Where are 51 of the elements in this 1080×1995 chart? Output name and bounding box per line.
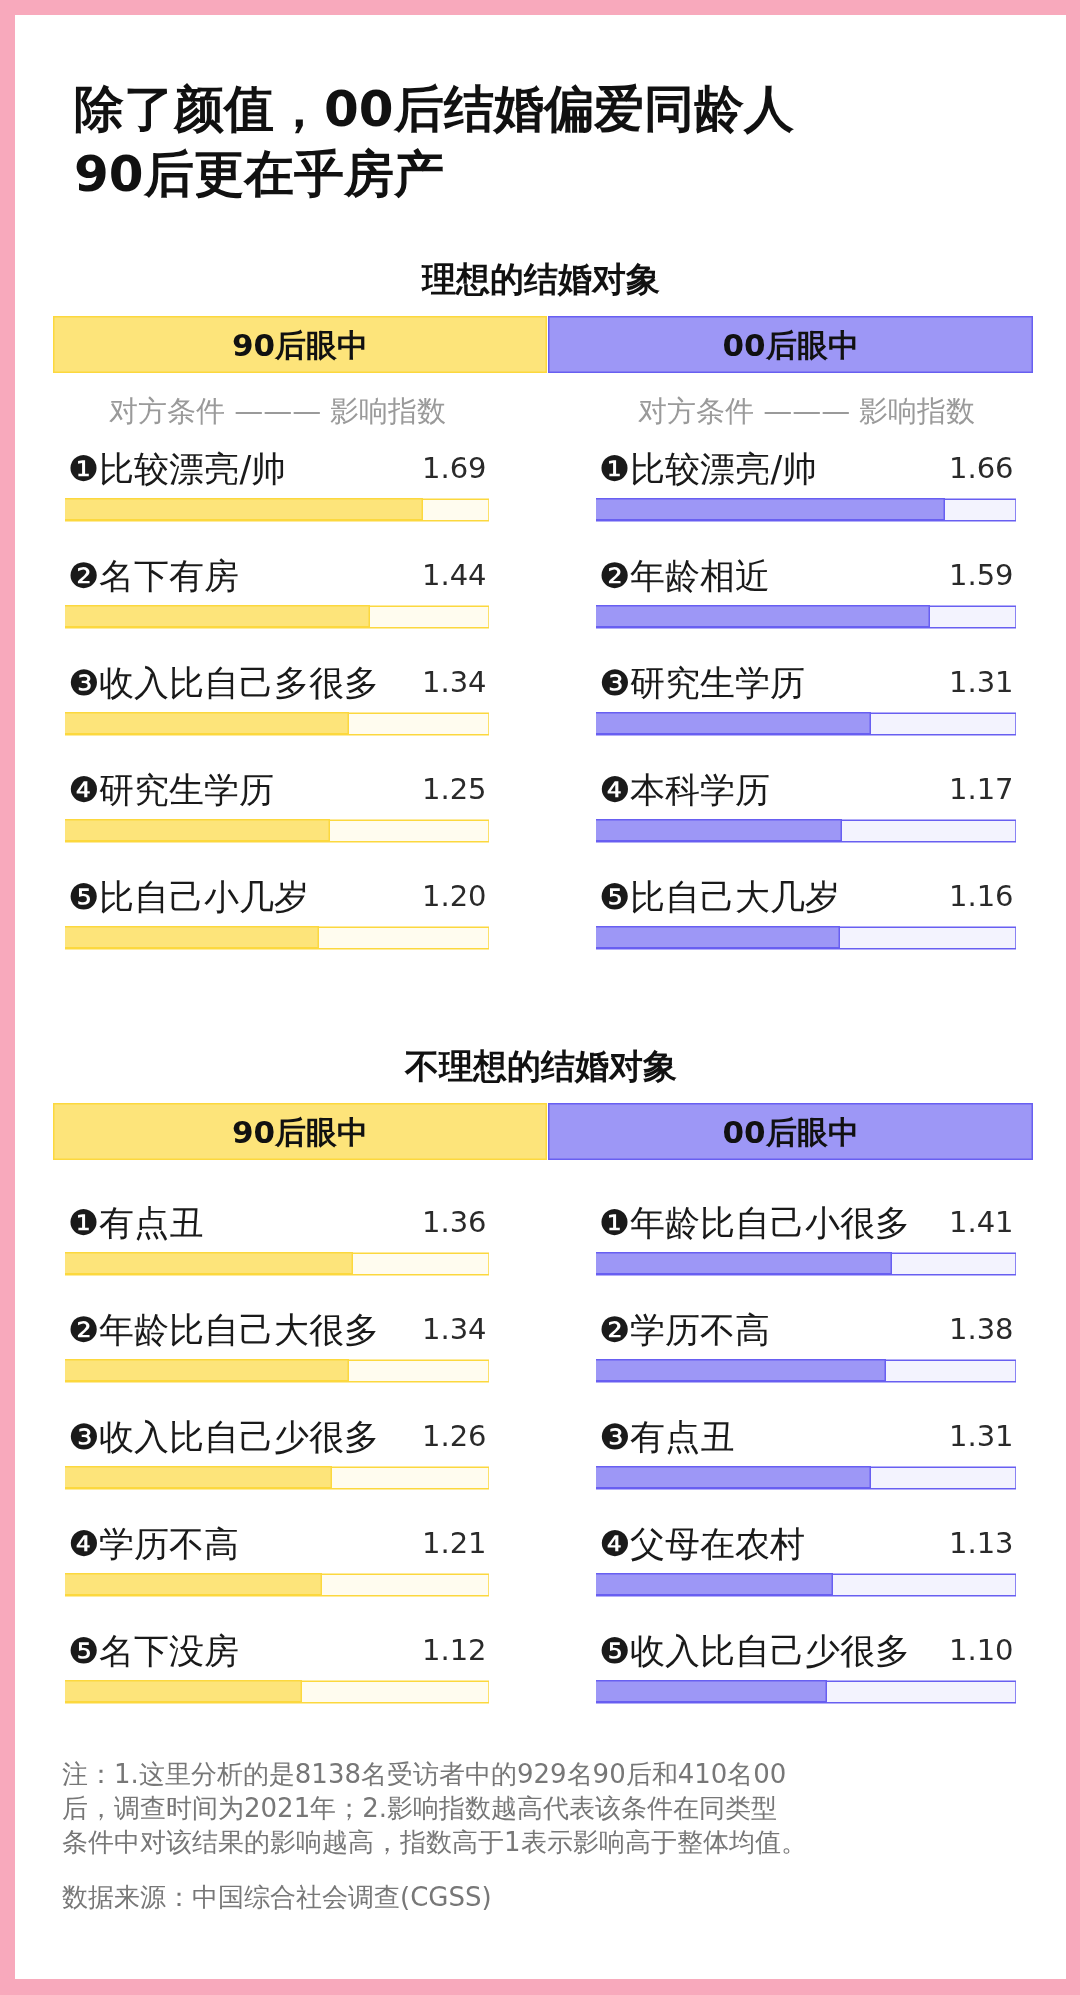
y-tick-label: ❺名下没房 <box>68 1630 240 1671</box>
y-tick-label: ❺比自己大几岁 <box>599 876 841 917</box>
data-label: 1.41 <box>949 1205 1014 1239</box>
chart-subtitle: 00后眼中 <box>722 1113 859 1150</box>
data-label: 1.10 <box>949 1633 1014 1667</box>
data-label: 1.25 <box>422 772 487 806</box>
y-tick-label: ❺比自己小几岁 <box>68 876 310 917</box>
chart-title: 理想的结婚对象 <box>421 259 660 299</box>
data-label: 1.17 <box>949 772 1014 806</box>
data-label: 1.59 <box>949 558 1014 592</box>
source-note: 数据来源：中国综合社会调查(CGSS) <box>62 1882 492 1912</box>
data-label: 1.69 <box>422 451 487 485</box>
text: 除了颜值，00后结婚偏爱同龄人 90后更在乎房产 <box>74 80 794 203</box>
y-tick-label: ❶比较漂亮/帅 <box>68 448 287 489</box>
text: 注：1.这里分析的是8138名受访者中的929名90后和410名00后，调查时间为2021年；2.影响指数越高代表该条件在同类型条件中对该结果的影响越高，指数高于1表示影响高于整体均值。 <box>62 1759 807 1857</box>
data-label: 1.26 <box>422 1419 487 1453</box>
data-label: 1.34 <box>422 1312 487 1346</box>
y-tick-label: ❷年龄比自己大很多 <box>68 1309 380 1350</box>
y-tick-label: ❶比较漂亮/帅 <box>599 448 818 489</box>
y-tick-label: ❹学历不高 <box>68 1523 240 1564</box>
data-label: 1.38 <box>949 1312 1014 1346</box>
y-tick-label: ❸收入比自己多很多 <box>68 662 380 703</box>
chart-subtitle: 00后眼中 <box>722 326 859 363</box>
y-tick-label: ❸研究生学历 <box>599 662 806 703</box>
annotation: 对方条件 ——— 影响指数 <box>109 394 447 428</box>
y-tick-label: ❹本科学历 <box>599 769 771 810</box>
data-label: 1.34 <box>422 665 487 699</box>
y-tick-label: ❹父母在农村 <box>599 1523 806 1564</box>
y-tick-label: ❶年龄比自己小很多 <box>599 1202 911 1243</box>
chart-subtitle: 90后眼中 <box>231 326 369 363</box>
y-tick-label: ❷名下有房 <box>68 555 240 596</box>
data-label: 1.12 <box>422 1633 487 1667</box>
data-label: 1.21 <box>422 1526 487 1560</box>
data-label: 1.31 <box>949 665 1014 699</box>
y-tick-label: ❷年龄相近 <box>599 555 771 596</box>
chart-title: 不理想的结婚对象 <box>404 1046 677 1086</box>
y-tick-label: ❹研究生学历 <box>68 769 275 810</box>
y-tick-label: ❸收入比自己少很多 <box>68 1416 380 1457</box>
data-label: 1.44 <box>422 558 487 592</box>
data-label: 1.31 <box>949 1419 1014 1453</box>
data-label: 1.13 <box>949 1526 1014 1560</box>
chart-subtitle: 90后眼中 <box>231 1113 369 1150</box>
data-label: 1.66 <box>949 451 1014 485</box>
data-label: 1.36 <box>422 1205 487 1239</box>
annotation: 对方条件 ——— 影响指数 <box>638 394 976 428</box>
y-tick-label: ❷学历不高 <box>599 1309 771 1350</box>
y-tick-label: ❶有点丑 <box>68 1202 205 1243</box>
data-label: 1.20 <box>422 879 487 913</box>
y-tick-label: ❺收入比自己少很多 <box>599 1630 911 1671</box>
data-label: 1.16 <box>949 879 1014 913</box>
y-tick-label: ❸有点丑 <box>599 1416 736 1457</box>
